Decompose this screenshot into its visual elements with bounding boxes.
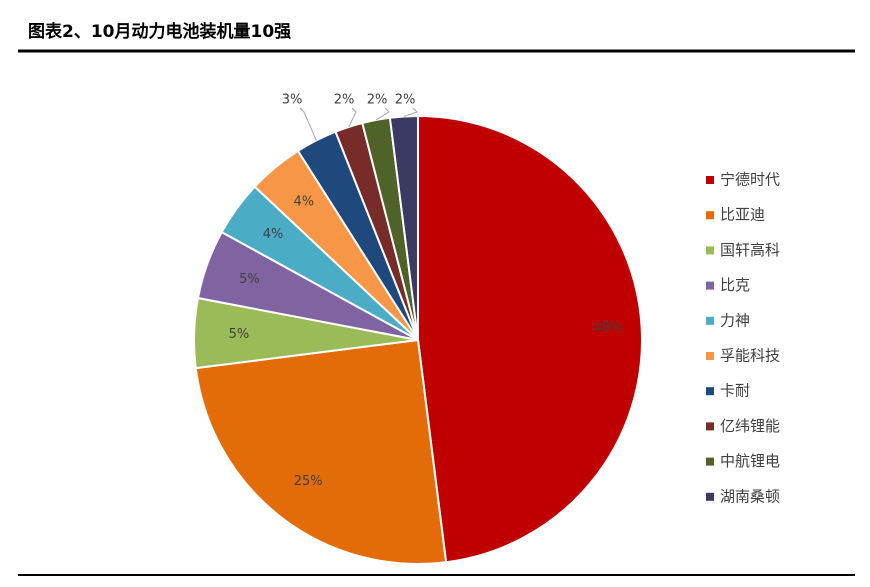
data-label: 4% <box>263 227 284 242</box>
legend-label: 孚能科技 <box>720 347 780 365</box>
legend-label: 卡耐 <box>720 382 750 400</box>
legend-label: 宁德时代 <box>720 171 780 189</box>
data-label: 2% <box>395 93 416 108</box>
chart-title: 图表2、10月动力电池装机量10强 <box>28 21 291 42</box>
data-label: 2% <box>334 93 355 108</box>
legend-label: 中航锂电 <box>720 452 780 470</box>
data-label: 25% <box>294 474 323 489</box>
legend-swatch <box>706 492 714 501</box>
legend-label: 力神 <box>720 311 750 329</box>
legend-label: 比亚迪 <box>720 206 765 224</box>
data-label: 4% <box>293 194 314 209</box>
legend-label: 亿纬锂能 <box>720 417 780 435</box>
leader-line <box>375 107 390 121</box>
legend-label: 湖南桑顿 <box>720 487 780 505</box>
pie-slice <box>388 114 419 341</box>
legend-swatch <box>706 281 714 290</box>
pie-slice <box>194 338 448 565</box>
leader-line <box>348 107 357 128</box>
data-label: 48% <box>594 321 623 336</box>
legend-swatch <box>706 387 714 396</box>
data-label: 5% <box>239 272 260 287</box>
legend-swatch <box>706 246 714 255</box>
data-label: 5% <box>229 327 250 342</box>
legend-label: 国轩高科 <box>720 241 780 259</box>
data-label: 3% <box>282 93 303 108</box>
leader-line <box>403 107 418 117</box>
pie-slice <box>417 114 643 564</box>
leader-line <box>299 107 317 141</box>
legend-swatch <box>706 352 714 360</box>
legend-swatch <box>706 422 714 431</box>
legend-swatch <box>706 316 714 325</box>
legend-label: 比克 <box>720 276 750 294</box>
legend-swatch <box>706 457 714 466</box>
legend-swatch <box>706 211 714 220</box>
data-label: 2% <box>367 93 388 108</box>
legend-swatch <box>706 176 714 184</box>
